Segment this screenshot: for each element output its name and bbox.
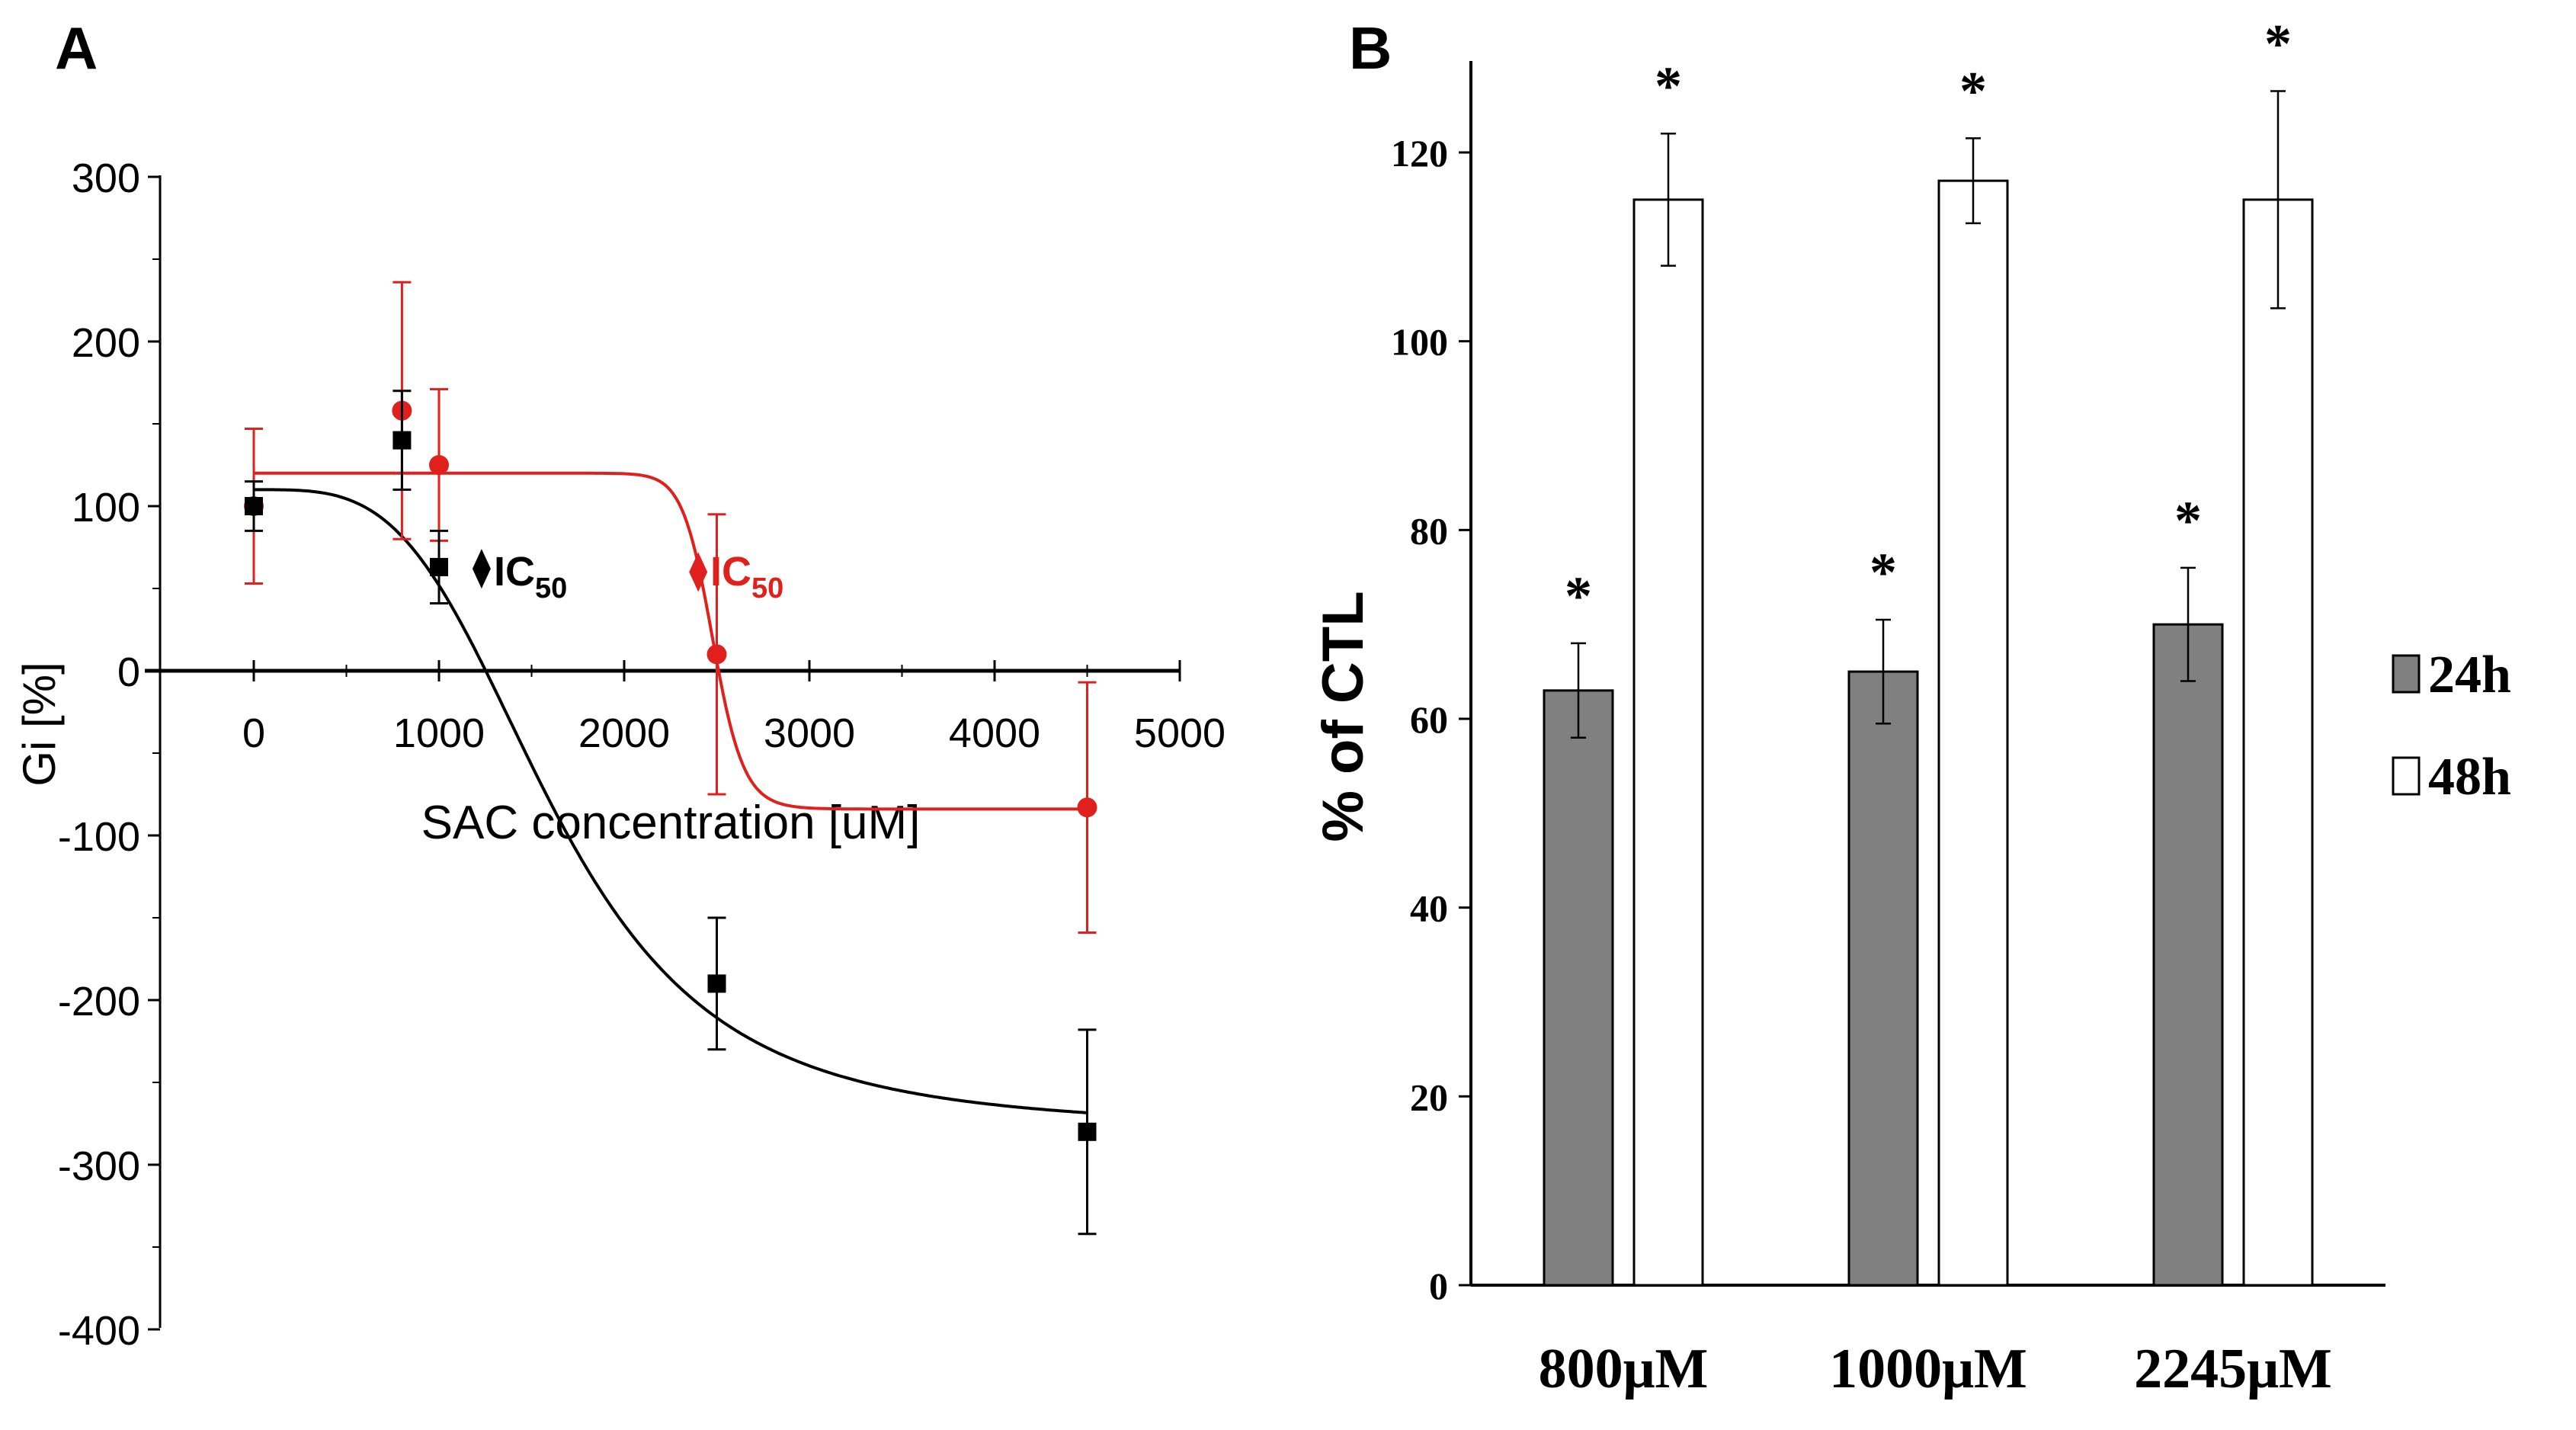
x-tick-label: 3000 <box>764 710 855 756</box>
ic50-label-black: IC50 <box>494 549 567 604</box>
bar <box>1937 179 2009 1287</box>
legend-swatch <box>2392 756 2421 796</box>
x-tick-label: 0 <box>242 710 265 756</box>
y-tick-label: -400 <box>58 1308 140 1354</box>
bar <box>1543 689 1614 1287</box>
category-label: 800μM <box>1539 1338 1709 1400</box>
y-tick-label: 100 <box>1391 321 1448 364</box>
x-ticks: 0 1000 2000 3000 4000 5000 <box>242 660 1226 756</box>
fit-curves <box>254 471 1088 1114</box>
y-axis-label: % of CTL <box>1311 591 1376 842</box>
ic50-diamond-marker <box>689 552 708 592</box>
y-tick-label: -300 <box>58 1143 140 1189</box>
data-point-square <box>707 974 726 993</box>
data-points <box>244 281 1097 1236</box>
significance-star: * <box>2174 490 2202 551</box>
y-tick-label: 20 <box>1410 1076 1448 1118</box>
legend-swatch <box>2392 654 2421 694</box>
bar <box>1847 670 1919 1287</box>
data-point-circle <box>1077 797 1097 818</box>
y-tick-label: 120 <box>1391 132 1448 175</box>
ic50-markers <box>472 549 708 592</box>
panel-b: B 0 20 40 60 80 100 120 % of CTL * * * * * * 800μM 1… <box>1311 14 2511 1400</box>
y-tick-label: -100 <box>58 814 140 860</box>
error-bars <box>1571 90 2286 739</box>
category-label: 1000μM <box>1829 1338 2027 1400</box>
x-tick-label: 2000 <box>578 710 670 756</box>
bars <box>1543 179 2314 1287</box>
data-point-circle <box>429 455 449 475</box>
panel-b-label: B <box>1349 14 1392 82</box>
y-tick-label: 200 <box>72 320 140 366</box>
legend-label: 48h <box>2428 748 2511 806</box>
data-point-square <box>1078 1122 1097 1141</box>
ic50-diamond-marker <box>472 549 491 589</box>
y-tick-label: 0 <box>117 649 140 695</box>
category-labels: 800μM 1000μM 2245μM <box>1539 1338 2332 1400</box>
legend: 24h 48h <box>2392 646 2511 806</box>
data-point-square <box>430 557 448 576</box>
significance-star: * <box>1870 542 1897 603</box>
significance-star: * <box>1655 56 1682 117</box>
significance-star: * <box>2264 14 2292 75</box>
x-tick-label: 1000 <box>393 710 485 756</box>
y-tick-label: 60 <box>1410 698 1448 741</box>
fit-curve <box>254 471 1088 811</box>
y-ticks: 300 200 100 0 -100 -200 -300 -400 <box>58 156 160 1354</box>
x-tick-label: 4000 <box>949 710 1040 756</box>
panel-a-label: A <box>55 14 98 82</box>
bar <box>1632 198 1704 1287</box>
ic50-labels: IC50 IC50 <box>494 549 783 604</box>
data-point-square <box>392 431 412 450</box>
y-axis-label: Gi [%] <box>14 662 65 786</box>
y-tick-label: 80 <box>1410 509 1448 552</box>
fit-curve <box>254 488 1088 1114</box>
y-tick-label: 40 <box>1410 887 1448 930</box>
significance-star: * <box>1565 566 1592 627</box>
y-tick-label: 100 <box>72 485 140 531</box>
y-tick-label: 300 <box>72 156 140 201</box>
y-tick-label: 0 <box>1429 1265 1448 1307</box>
legend-label: 24h <box>2428 646 2511 704</box>
bar <box>2152 623 2224 1287</box>
significance-stars: * * * * * * <box>1565 14 2292 627</box>
y-tick-label: -200 <box>58 979 140 1024</box>
significance-star: * <box>1959 60 1987 121</box>
bar <box>2242 198 2314 1287</box>
data-point-circle <box>706 644 727 665</box>
data-point-square <box>245 497 263 515</box>
x-tick-label: 5000 <box>1134 710 1226 756</box>
y-ticks: 0 20 40 60 80 100 120 <box>1391 132 1471 1307</box>
x-axis-label: SAC concentration [uM] <box>421 797 921 849</box>
category-label: 2245μM <box>2134 1338 2332 1400</box>
ic50-label-red: IC50 <box>710 549 783 604</box>
